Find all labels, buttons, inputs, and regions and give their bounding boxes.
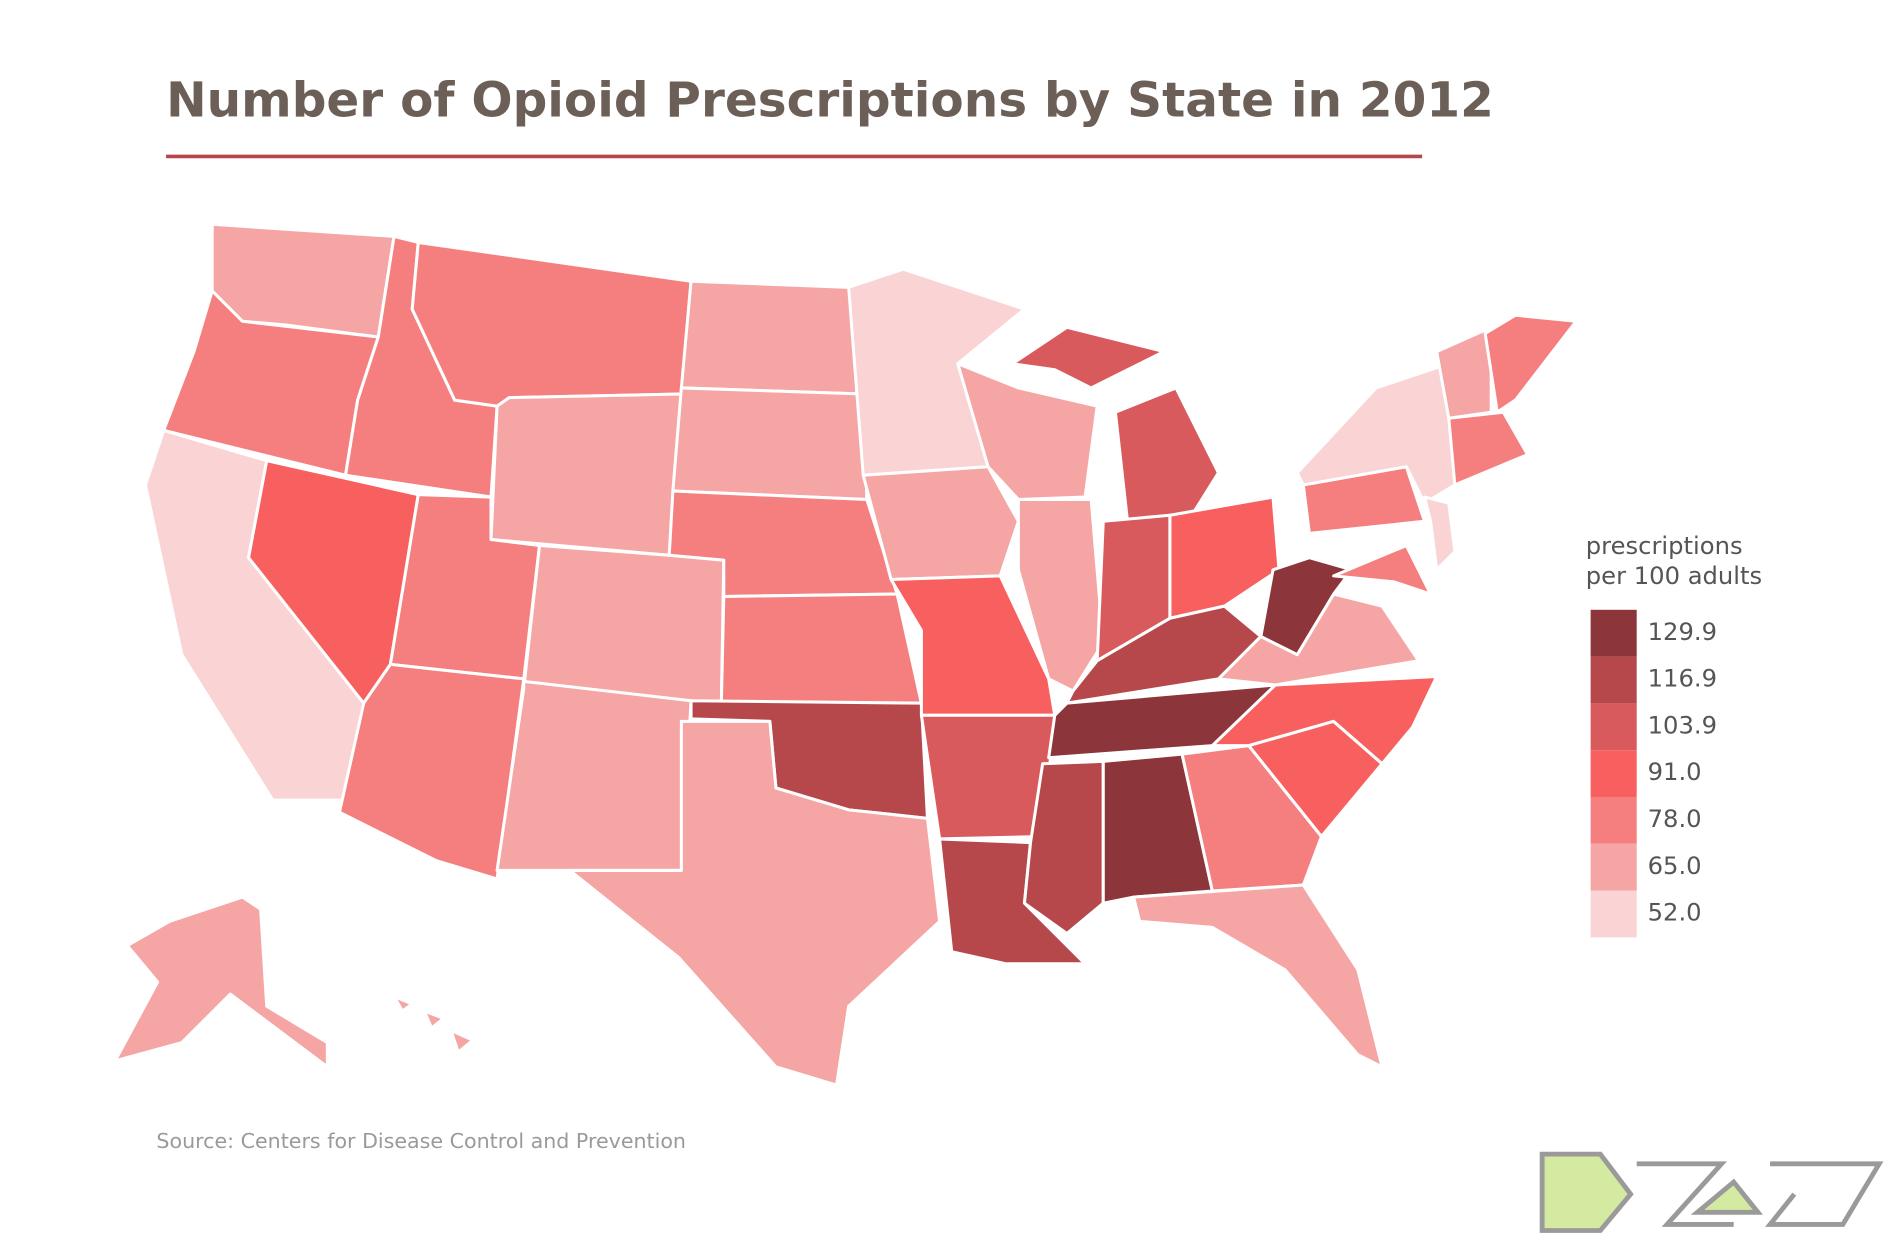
state bbox=[1483, 313, 1578, 414]
legend-label: 129.9 bbox=[1648, 617, 1717, 646]
state bbox=[1010, 325, 1166, 390]
state bbox=[568, 719, 942, 1087]
source: Source: Centers for Disease Control and … bbox=[156, 1129, 686, 1153]
state bbox=[671, 386, 869, 501]
state bbox=[449, 1028, 475, 1054]
state bbox=[422, 1009, 446, 1030]
state bbox=[861, 465, 1020, 582]
state bbox=[392, 995, 414, 1013]
map-title: Number of Opioid Prescriptions by State … bbox=[166, 72, 1494, 128]
state bbox=[719, 592, 923, 705]
state bbox=[495, 679, 693, 872]
state bbox=[1447, 410, 1530, 487]
legend-label: 103.9 bbox=[1648, 710, 1717, 739]
state bbox=[1332, 544, 1433, 596]
legend-title: prescriptions bbox=[1586, 531, 1743, 560]
state bbox=[337, 662, 526, 881]
state bbox=[1132, 883, 1384, 1069]
state bbox=[956, 362, 1099, 501]
logo bbox=[1539, 1151, 1884, 1233]
state bbox=[1113, 386, 1220, 523]
state bbox=[679, 279, 865, 396]
state bbox=[113, 895, 329, 1069]
state bbox=[522, 544, 726, 705]
legend-title: per 100 adults bbox=[1586, 561, 1762, 590]
legend-swatch bbox=[1590, 843, 1637, 891]
legend-label: 78.0 bbox=[1648, 804, 1702, 833]
state bbox=[410, 240, 693, 408]
state bbox=[1423, 495, 1457, 572]
state bbox=[1259, 556, 1354, 657]
states bbox=[113, 222, 1578, 1087]
legend-label: 65.0 bbox=[1648, 851, 1702, 880]
state bbox=[489, 392, 683, 557]
legend-label: 116.9 bbox=[1648, 664, 1717, 693]
legend-label: 52.0 bbox=[1648, 898, 1702, 927]
legend-swatch bbox=[1590, 656, 1637, 704]
state bbox=[1295, 362, 1457, 505]
state bbox=[1210, 674, 1439, 766]
state bbox=[1435, 325, 1493, 420]
legend-swatch bbox=[1590, 890, 1637, 938]
legend: prescriptions per 100 adults 129.9 116.9 1… bbox=[1586, 531, 1762, 938]
legend-label: 91.0 bbox=[1648, 757, 1702, 786]
legend-swatch bbox=[1590, 609, 1637, 657]
state bbox=[1168, 495, 1281, 620]
legend-swatch bbox=[1590, 703, 1637, 751]
legend-swatch bbox=[1590, 750, 1637, 797]
state bbox=[1065, 604, 1263, 705]
legend-swatch bbox=[1590, 796, 1637, 844]
